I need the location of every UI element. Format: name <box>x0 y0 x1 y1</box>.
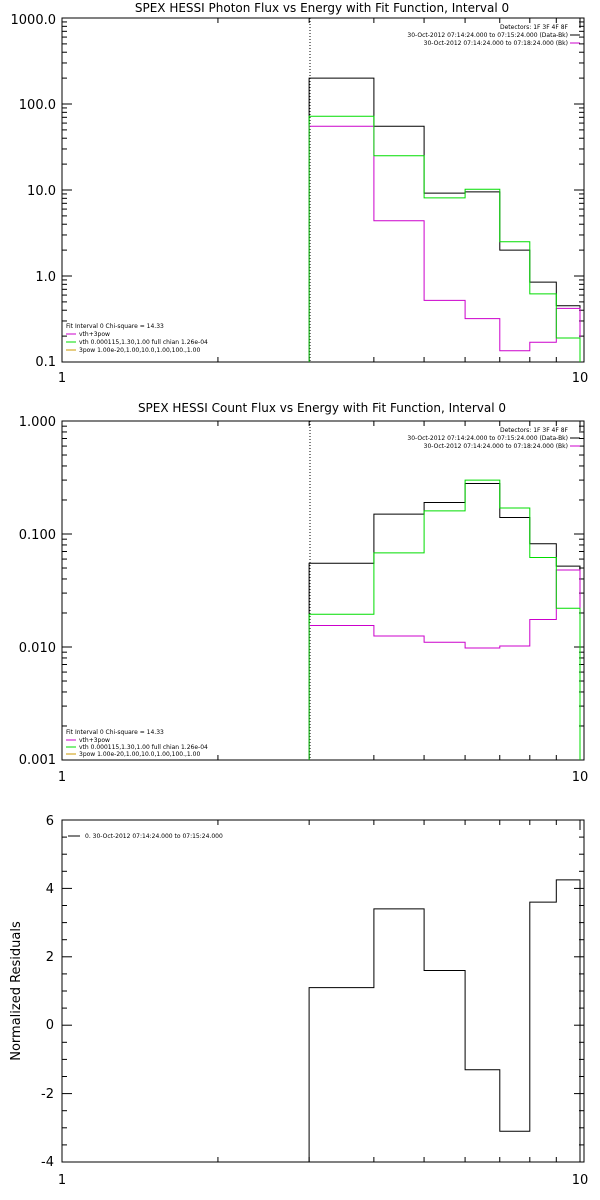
series-line-0-30-oct-2012-07-14-24-000-to-07-15-24-000 <box>308 879 581 1162</box>
series-line-30-oct-2012-07-14-24-000-to-07-15-24-000-data-bk <box>308 77 581 362</box>
count-data-interval-label: 30-Oct-2012 07:14:24.000 to 07:15:24.000… <box>407 435 568 442</box>
count-flux-panel: SPEX HESSI Count Flux vs Energy with Fit… <box>19 401 588 785</box>
photon-fit-function-label: vth+3pow <box>79 331 110 338</box>
count-chart-title: SPEX HESSI Count Flux vs Energy with Fit… <box>138 401 506 415</box>
series-line-vth-3pow <box>308 569 581 760</box>
count-ytick-label: 0.100 <box>19 528 56 543</box>
count-vth-params: vth 0.000115,1.30,1.00 full chian 1.26e-… <box>79 744 208 751</box>
count-ytick-label: 0.001 <box>19 753 56 768</box>
count-header-text: Detectors: 1F 3F 4F 8F 30-Oct-2012 07:14… <box>407 427 580 450</box>
residuals-xtick-label: 1 <box>58 1173 66 1188</box>
residuals-ytick-label: 6 <box>46 814 54 829</box>
residuals-y-tick-labels: 6 4 2 0 -2 -4 <box>41 814 54 1170</box>
residuals-ytick-label: 2 <box>46 950 54 965</box>
series-line-30-oct-2012-07-14-24-000-to-07-15-24-000-data-bk <box>308 483 581 760</box>
residuals-ytick-label: 4 <box>46 882 54 897</box>
photon-x-tick-labels: 1 10 <box>58 371 588 386</box>
photon-bk-interval-label: 30-Oct-2012 07:14:24.000 to 07:18:24.000… <box>424 40 568 47</box>
photon-ytick-label: 0.1 <box>35 355 56 370</box>
count-bk-interval-label: 30-Oct-2012 07:14:24.000 to 07:18:24.000… <box>424 443 568 450</box>
photon-y-tick-labels: 1000.0 100.0 10.0 1.0 0.1 <box>11 13 57 370</box>
count-fit-legend: Fit Interval 0 Chi-square = 14.33 vth+3p… <box>66 729 208 758</box>
residuals-legend-label: 0. 30-Oct-2012 07:14:24.000 to 07:15:24.… <box>85 833 223 840</box>
count-xtick-label: 1 <box>58 770 66 785</box>
photon-3pow-params: 3pow 1.00e-20,1.00,10.0,1.00,100.,1.00 <box>79 347 200 354</box>
residuals-xtick-label: 10 <box>572 1173 589 1188</box>
residuals-x-tick-labels: 1 10 <box>58 1173 588 1188</box>
series-line-vth <box>308 479 581 760</box>
residuals-panel: Normalized Residuals 6 4 2 0 -2 -4 1 10 … <box>9 814 588 1188</box>
photon-flux-panel: SPEX HESSI Photon Flux vs Energy with Fi… <box>11 1 589 386</box>
photon-detectors-label: Detectors: 1F 3F 4F 8F <box>500 24 569 31</box>
count-ytick-label: 1.000 <box>19 415 56 430</box>
count-fit-chisq: Fit Interval 0 Chi-square = 14.33 <box>66 729 164 736</box>
count-xtick-label: 10 <box>572 770 589 785</box>
count-3pow-params: 3pow 1.00e-20,1.00,10.0,1.00,100.,1.00 <box>79 751 200 758</box>
count-y-tick-labels: 1.000 0.100 0.010 0.001 <box>19 415 56 768</box>
count-x-tick-labels: 1 10 <box>58 770 588 785</box>
residuals-ytick-label: 0 <box>46 1018 54 1033</box>
photon-ytick-label: 1.0 <box>35 270 56 285</box>
photon-fit-chisq: Fit Interval 0 Chi-square = 14.33 <box>66 323 164 330</box>
photon-ytick-label: 10.0 <box>27 184 56 199</box>
residuals-plot-frame <box>61 819 585 1163</box>
residuals-ytick-label: -2 <box>41 1087 54 1102</box>
photon-ytick-label: 100.0 <box>19 98 56 113</box>
count-fit-function-label: vth+3pow <box>79 737 110 744</box>
photon-xtick-label: 10 <box>572 371 589 386</box>
photon-plot-frame <box>61 17 585 363</box>
photon-header-text: Detectors: 1F 3F 4F 8F 30-Oct-2012 07:14… <box>407 24 580 47</box>
photon-chart-title: SPEX HESSI Photon Flux vs Energy with Fi… <box>135 1 509 15</box>
count-plot-frame <box>61 420 585 761</box>
residuals-ytick-label: -4 <box>41 1155 54 1170</box>
series-line-vth-3pow <box>308 125 581 362</box>
photon-fit-legend: Fit Interval 0 Chi-square = 14.33 vth+3p… <box>66 323 208 354</box>
count-ytick-label: 0.010 <box>19 641 56 656</box>
photon-data-interval-label: 30-Oct-2012 07:14:24.000 to 07:15:24.000… <box>407 32 568 39</box>
photon-xtick-label: 1 <box>58 371 66 386</box>
residuals-legend: 0. 30-Oct-2012 07:14:24.000 to 07:15:24.… <box>68 833 223 840</box>
count-detectors-label: Detectors: 1F 3F 4F 8F <box>500 427 569 434</box>
residuals-y-axis-label: Normalized Residuals <box>9 921 24 1061</box>
photon-ytick-label: 1000.0 <box>11 13 57 28</box>
series-line-vth <box>308 115 581 362</box>
photon-vth-params: vth 0.000115,1.30,1.00 full chian 1.26e-… <box>79 339 208 346</box>
